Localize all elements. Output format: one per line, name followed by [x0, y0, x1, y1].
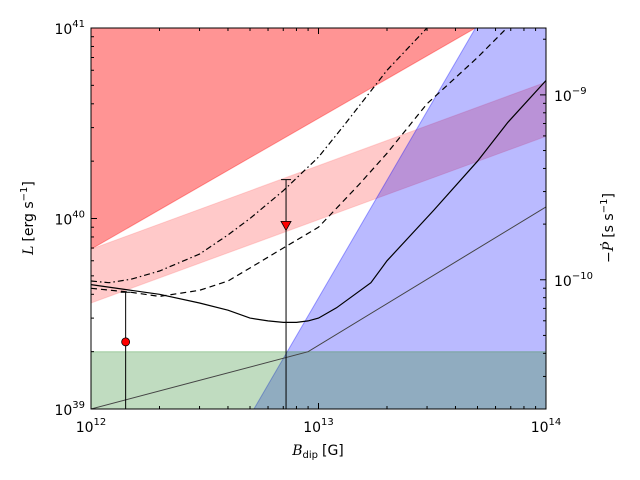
- shaded-regions: [91, 28, 546, 409]
- x-tick-label: 1013: [303, 417, 334, 436]
- y-left-tick-label: 1041: [54, 19, 85, 38]
- x-axis-label: Bdip [G]: [291, 443, 344, 461]
- y-left-tick-label: 1040: [54, 210, 85, 229]
- series-line-solid-thin: [91, 206, 546, 409]
- circle-marker: [121, 337, 131, 347]
- x-tick-label: 1012: [76, 417, 107, 436]
- series-line-solid: [91, 80, 546, 323]
- y-axis-label-right: −Ṗ[s s−1]: [599, 193, 617, 263]
- green-region: [91, 351, 546, 409]
- pink-region: [91, 81, 546, 304]
- data-markers: [120, 179, 292, 409]
- y-left-tick-label: 1039: [54, 400, 85, 419]
- triangle-marker: [280, 220, 292, 232]
- red-region: [91, 28, 477, 250]
- curves: [91, 28, 546, 409]
- series-line-dashed: [91, 28, 508, 298]
- y-right-tick-label: 10−10: [554, 271, 593, 290]
- ticks: 1012 1013 1014 1039 1040 1041 10−10 10−9: [54, 19, 593, 436]
- y-right-tick-label: 10−9: [554, 86, 587, 105]
- x-tick-label: 1014: [531, 417, 562, 436]
- series-line-dashdot: [91, 28, 428, 284]
- y-axis-label-left: L[erg s−1]: [19, 181, 37, 256]
